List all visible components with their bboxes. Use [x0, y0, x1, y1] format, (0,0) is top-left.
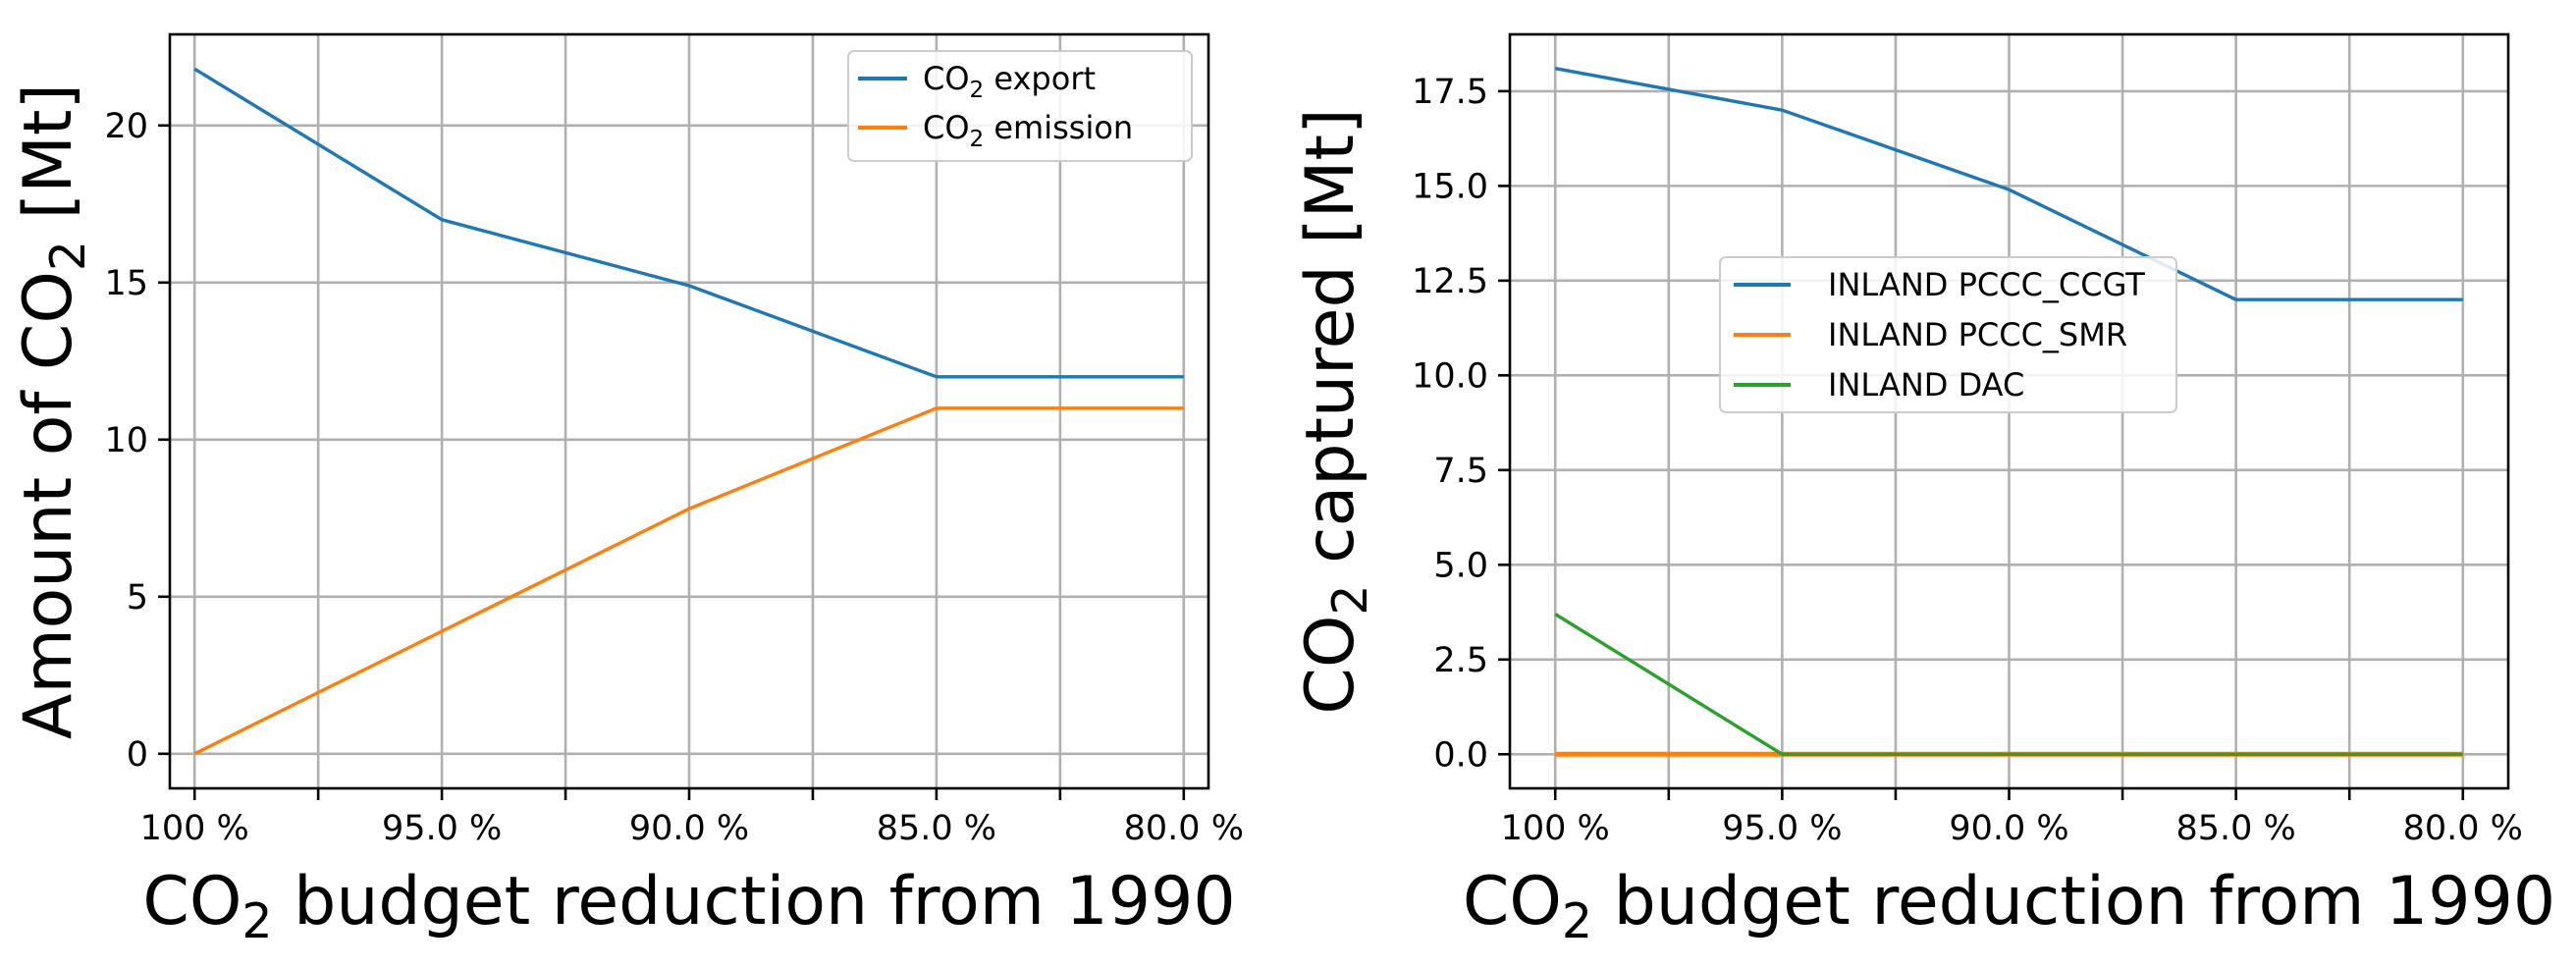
y-axis-label-part: Amount of CO [10, 271, 87, 739]
series-line-1 [193, 406, 1184, 756]
legend-label-0-part: CO [923, 60, 970, 97]
x-axis-label-part: CO [142, 863, 242, 941]
series-line-2 [1554, 613, 2463, 756]
y-tick-label: 17.5 [1412, 73, 1488, 112]
x-axis-label-part: budget reduction from 1990 [273, 863, 1236, 941]
y-tick-label: 5.0 [1433, 546, 1488, 585]
y-axis-label: CO2 captured [Mt] [1292, 108, 1378, 714]
y-tick-label: 2.5 [1433, 641, 1488, 680]
y-tick-label: 10 [104, 421, 148, 460]
legend-label-1-subscript: 2 [970, 127, 985, 152]
x-axis-label-part: budget reduction from 1990 [1592, 863, 2555, 941]
x-axis-label-subscript: 2 [1562, 893, 1592, 949]
y-axis-label-part: CO [1292, 616, 1369, 715]
legend-label-1-part: emission [984, 109, 1133, 146]
legend-label-0-subscript: 2 [970, 78, 985, 103]
legend-label-0-part: export [984, 60, 1096, 97]
x-tick-label: 95.0 % [1722, 809, 1842, 848]
legend-label-0: CO2 export [923, 60, 1096, 103]
x-tick-label: 90.0 % [1949, 809, 2068, 848]
x-axis-label: CO2 budget reduction from 1990 [1463, 863, 2555, 949]
chart-co2-amount: 100 % 95.0 % 90.0 % 85.0 % 80.0 %05101520CO2… [10, 32, 1244, 949]
legend-label-2: INLAND DAC [1828, 366, 2024, 403]
y-tick-label: 15 [104, 264, 148, 303]
legend: INLAND PCCC_CCGT INLAND PCCC_SMR INLAND DA… [1719, 256, 2177, 413]
x-tick-label: 90.0 % [629, 809, 749, 848]
legend-label-1-part: CO [923, 109, 970, 146]
y-tick-label: 12.5 [1412, 262, 1488, 301]
y-tick-label: 0.0 [1433, 735, 1488, 775]
chart-co2-captured: 100 % 95.0 % 90.0 % 85.0 % 80.0 % 0.0 2.5 5.0 7.… [1292, 32, 2555, 949]
x-tick-label: 100 % [140, 809, 249, 848]
y-tick-label: 5 [127, 578, 148, 618]
x-axis-label-part: CO [1463, 863, 1562, 941]
x-tick-label: 100 % [1501, 809, 1610, 848]
x-axis-label-subscript: 2 [242, 893, 272, 949]
x-tick-label: 80.0 % [1124, 809, 1244, 848]
y-tick-label: 7.5 [1433, 452, 1488, 491]
y-tick-label: 10.0 [1412, 356, 1488, 396]
legend-label-1: CO2 emission [923, 109, 1133, 152]
series-line-0 [1554, 67, 2463, 301]
x-tick-label: 85.0 % [2175, 809, 2295, 848]
x-axis-label: CO2 budget reduction from 1990 [142, 863, 1235, 949]
legend-box [1719, 256, 2177, 413]
legend-label-1: INLAND PCCC_SMR [1828, 316, 2127, 353]
y-axis-label-part: [Mt] [10, 83, 87, 241]
x-tick-label: 80.0 % [2403, 809, 2523, 848]
x-tick-label: 95.0 % [382, 809, 502, 848]
x-tick-label: 85.0 % [877, 809, 996, 848]
legend-label-0: INLAND PCCC_CCGT [1828, 266, 2145, 303]
series-line-0 [193, 67, 1184, 379]
y-axis-label: Amount of CO2 [Mt] [10, 83, 96, 739]
legend-label-2-part: INLAND DAC [1828, 366, 2024, 403]
y-tick-label: 20 [104, 107, 148, 146]
y-tick-label: 15.0 [1412, 167, 1488, 206]
legend-label-0-part: INLAND PCCC_CCGT [1828, 266, 2145, 303]
y-axis-label-subscript: 2 [1322, 584, 1378, 615]
y-axis-label-part: captured [Mt] [1292, 108, 1369, 584]
y-tick-label: 0 [127, 735, 148, 775]
legend-box [847, 50, 1193, 162]
y-axis-label-subscript: 2 [40, 241, 96, 271]
legend-label-1-part: INLAND PCCC_SMR [1828, 316, 2127, 353]
